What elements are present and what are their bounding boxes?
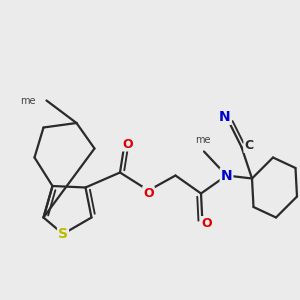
Text: me: me bbox=[20, 95, 36, 106]
Text: O: O bbox=[202, 217, 212, 230]
Text: O: O bbox=[122, 137, 133, 151]
Text: C: C bbox=[244, 139, 253, 152]
Text: S: S bbox=[58, 227, 68, 241]
Text: me: me bbox=[195, 135, 210, 145]
Text: O: O bbox=[143, 187, 154, 200]
Text: N: N bbox=[219, 110, 231, 124]
Text: N: N bbox=[221, 169, 232, 182]
